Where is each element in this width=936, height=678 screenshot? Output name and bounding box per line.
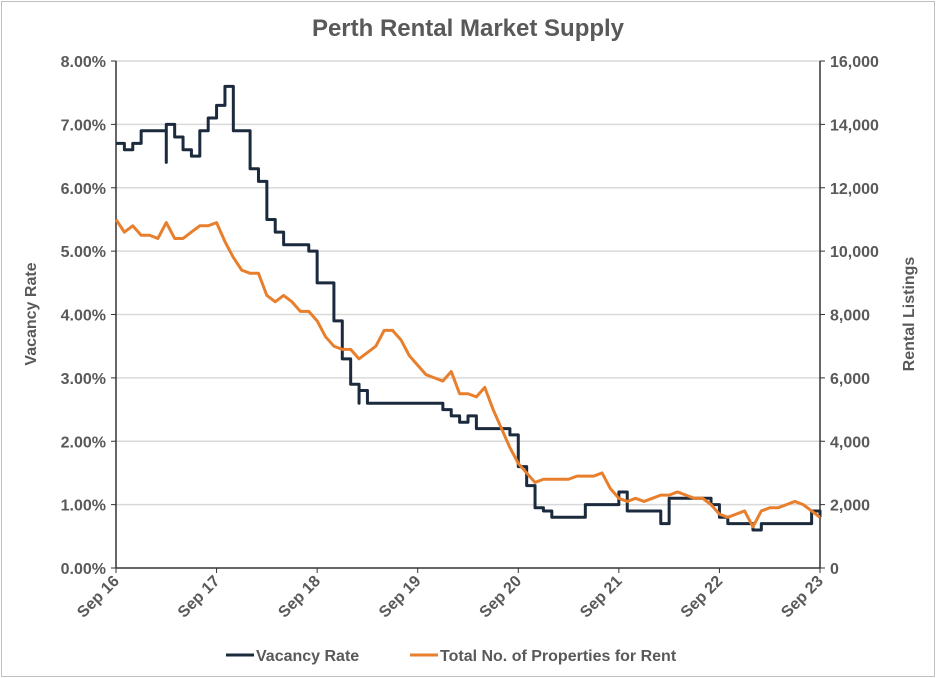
legend-label-vacancy: Vacancy Rate xyxy=(256,648,359,665)
y-tick-label-right: 6,000 xyxy=(830,371,870,388)
y-tick-label-right: 12,000 xyxy=(830,181,879,198)
y-tick-label-right: 14,000 xyxy=(830,117,879,134)
legend-label-listings: Total No. of Properties for Rent xyxy=(440,648,677,665)
x-tick-label: Sep 19 xyxy=(376,573,425,622)
legend: Vacancy Rate Total No. of Properties for… xyxy=(226,648,677,665)
y-tick-label-left: 2.00% xyxy=(61,434,106,451)
y-axis-right-label: Rental Listings xyxy=(901,257,918,372)
y-tick-label-left: 7.00% xyxy=(61,117,106,134)
y-tick-label-left: 5.00% xyxy=(61,244,106,261)
y-tick-label-left: 3.00% xyxy=(61,371,106,388)
y-tick-label-right: 16,000 xyxy=(830,54,879,71)
x-tick-label: Sep 23 xyxy=(778,573,827,622)
y-tick-label-right: 8,000 xyxy=(830,308,870,325)
y-tick-label-right: 0 xyxy=(830,561,839,578)
series-line-vacancy-rate xyxy=(116,84,822,532)
x-tick-label: Sep 22 xyxy=(678,573,727,622)
y-axis-left-label: Vacancy Rate xyxy=(23,262,40,365)
x-tick-label: Sep 16 xyxy=(74,573,123,622)
y-tick-label-right: 10,000 xyxy=(830,244,879,261)
y-tick-label-left: 4.00% xyxy=(61,308,106,325)
y-tick-label-left: 1.00% xyxy=(61,498,106,515)
y-tick-label-right: 4,000 xyxy=(830,434,870,451)
x-tick-label: Sep 17 xyxy=(175,573,224,622)
y-tick-label-left: 8.00% xyxy=(61,54,106,71)
y-tick-label-right: 2,000 xyxy=(830,498,870,515)
y-tick-label-left: 6.00% xyxy=(61,181,106,198)
series-line-rental-listings xyxy=(114,218,821,529)
x-tick-label: Sep 18 xyxy=(275,573,324,622)
y-tick-label-left: 0.00% xyxy=(61,561,106,578)
x-tick-label: Sep 21 xyxy=(577,573,626,622)
x-tick-label: Sep 20 xyxy=(477,573,526,622)
chart-title: Perth Rental Market Supply xyxy=(312,15,625,42)
